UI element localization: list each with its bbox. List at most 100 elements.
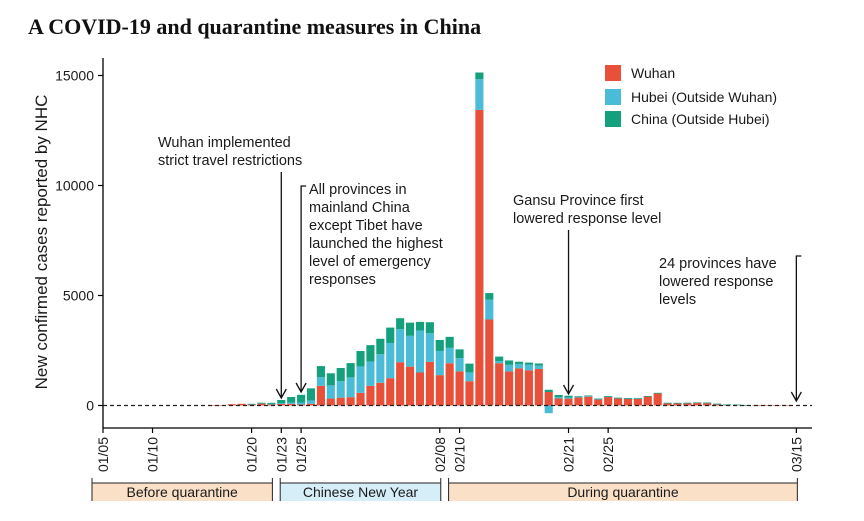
- bar-china-02-23: [584, 395, 593, 397]
- bar-wuhan-02-02: [376, 382, 385, 406]
- annotation-text: lowered response: [659, 274, 773, 290]
- bar-hubei-01-26: [306, 400, 316, 404]
- bar-hubei-02-14: [495, 360, 504, 364]
- bar-hubei-02-11: [465, 372, 474, 382]
- bar-hubei-02-05: [405, 335, 415, 367]
- bar-wuhan-02-21: [564, 398, 573, 406]
- bar-hubei-02-17: [524, 364, 533, 371]
- bar-wuhan-01-23: [277, 403, 286, 406]
- bar-wuhan-03-07: [713, 403, 722, 406]
- bar-wuhan-02-18: [534, 368, 543, 406]
- bar-china-02-19: [544, 389, 553, 392]
- x-tick-label: 01/10: [145, 437, 161, 472]
- annotation-text: responses: [309, 272, 376, 288]
- annotation-text: 24 provinces have: [659, 256, 777, 272]
- bar-china-02-01: [366, 345, 375, 362]
- legend-swatch-1: [605, 89, 621, 105]
- bar-wuhan-01-17: [217, 405, 226, 406]
- bar-hubei-02-23: [584, 396, 593, 397]
- y-tick-label: 10000: [55, 178, 94, 194]
- bar-china-02-24: [594, 398, 603, 400]
- bar-hubei-02-03: [386, 342, 395, 379]
- bar-china-02-18: [534, 363, 543, 366]
- bar-wuhan-02-22: [574, 397, 583, 406]
- bar-china-02-15: [505, 360, 514, 365]
- y-axis-label: New confirmed cases reported by NHC: [32, 95, 51, 390]
- bar-hubei-02-10: [455, 358, 464, 372]
- bar-wuhan-02-27: [623, 398, 633, 406]
- bar-hubei-02-22: [574, 396, 583, 398]
- legend-swatch-2: [605, 111, 621, 127]
- bar-china-02-04: [396, 318, 405, 330]
- annotations: Wuhan implemented strict travel restricti…: [158, 135, 802, 403]
- bar-wuhan-03-14: [782, 405, 791, 407]
- bar-wuhan-02-19: [544, 391, 553, 406]
- panel-label: A: [28, 14, 43, 39]
- bar-hubei-01-30: [346, 377, 355, 398]
- bar-hubei-02-09: [445, 347, 454, 364]
- annotation-text: mainland China: [309, 200, 411, 216]
- bar-wuhan-02-24: [594, 399, 603, 406]
- legend-label: China (Outside Hubei): [631, 111, 770, 127]
- bar-wuhan-02-11: [465, 381, 474, 406]
- bar-china-01-21: [257, 402, 266, 404]
- bar-wuhan-01-30: [346, 397, 355, 406]
- bar-wuhan-02-25: [604, 396, 613, 406]
- annotation-text: Wuhan implemented: [158, 135, 291, 151]
- bar-china-02-26: [614, 397, 623, 399]
- legend: Wuhan Hubei (Outside Wuhan) China (Outside…: [605, 65, 777, 127]
- x-tick-label: 01/23: [273, 437, 289, 472]
- bar-wuhan-02-04: [396, 362, 405, 406]
- bar-china-02-09: [445, 336, 454, 348]
- period-band-2: [448, 483, 798, 501]
- bar-china-01-20: [247, 403, 256, 405]
- bar-china-03-01: [653, 392, 662, 394]
- period-label: During quarantine: [567, 484, 679, 500]
- bar-wuhan-03-01: [653, 393, 662, 406]
- bar-china-02-12: [475, 72, 484, 80]
- bar-hubei-02-24: [594, 398, 603, 400]
- bar-hubei-01-20: [247, 404, 256, 405]
- x-tick-label: 01/05: [95, 437, 111, 472]
- annotation-arrow-head: [275, 388, 287, 400]
- x-tick-label: 02/21: [561, 437, 577, 472]
- bar-wuhan-01-21: [257, 403, 266, 406]
- bar-wuhan-02-15: [505, 371, 514, 406]
- bar-china-03-08: [722, 404, 732, 406]
- bar-china-02-06: [415, 321, 425, 331]
- bar-china-02-13: [485, 293, 494, 300]
- bar-china-02-10: [455, 349, 464, 359]
- bar-wuhan-01-31: [356, 392, 365, 406]
- bar-wuhan-01-20: [247, 404, 256, 406]
- bar-wuhan-02-01: [366, 385, 375, 406]
- bar-china-02-07: [425, 322, 434, 334]
- bar-wuhan-02-03: [386, 378, 395, 406]
- bar-china-02-28: [633, 398, 642, 399]
- panel-title-text: COVID-19 and quarantine measures in Chin…: [48, 14, 482, 39]
- bar-wuhan-01-28: [326, 398, 335, 406]
- bar-wuhan-03-03: [673, 403, 682, 406]
- bar-wuhan-02-23: [584, 396, 593, 406]
- y-tick-label: 15000: [55, 68, 94, 84]
- bar-hubei-01-28: [326, 385, 335, 399]
- bar-hubei-02-25: [604, 396, 613, 398]
- bar-china-01-30: [346, 363, 355, 378]
- bar-hubei-02-02: [376, 354, 385, 383]
- bar-hubei-01-21: [257, 403, 266, 404]
- bar-wuhan-02-05: [405, 366, 415, 406]
- bar-wuhan-03-02: [663, 402, 672, 406]
- bar-wuhan-02-09: [445, 363, 454, 406]
- bar-china-02-14: [495, 356, 504, 361]
- bar-china-02-05: [405, 322, 415, 336]
- annotation-arrow-head: [790, 391, 802, 403]
- annotation-text: except Tibet have: [309, 218, 423, 234]
- figure-title: A COVID-19 and quarantine measures in Ch…: [28, 14, 481, 40]
- bar-china-02-08: [435, 339, 444, 351]
- legend-label: Wuhan: [631, 65, 675, 81]
- bar-hubei-02-07: [425, 333, 434, 362]
- bar-hubei-02-19: [544, 405, 553, 414]
- annotation-arrow-head: [295, 382, 307, 394]
- x-tick-label: 01/20: [244, 437, 260, 472]
- bar-wuhan-01-19: [237, 403, 246, 406]
